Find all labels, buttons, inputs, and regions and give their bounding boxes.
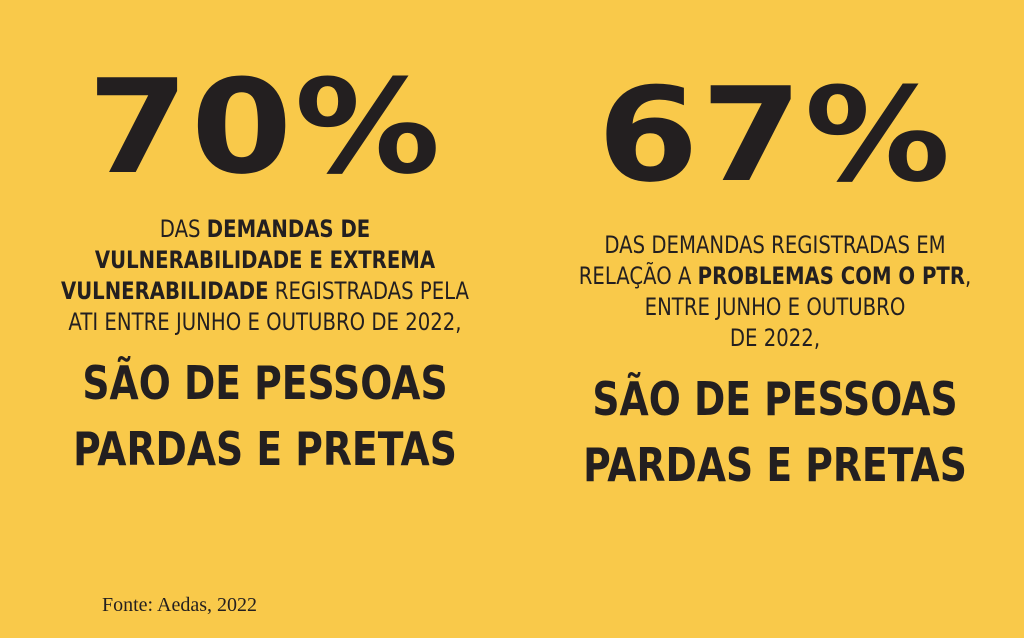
right-desc-text-5: DE 2022, (729, 324, 821, 352)
right-desc-bold-1: PROBLEMAS COM O PTR (697, 262, 966, 290)
right-desc-text-3: , (965, 262, 972, 290)
left-desc-bold-1: DEMANDAS DE (206, 215, 371, 243)
right-desc-text-2: RELAÇÃO A (578, 262, 698, 290)
left-desc-bold-3: VULNERABILIDADE (60, 277, 269, 305)
right-headline-line-1: SÃO DE PESSOAS (592, 372, 958, 426)
right-description: DAS DEMANDAS REGISTRADAS EM RELAÇÃO A PR… (545, 230, 1004, 354)
left-percent: 70% (87, 51, 443, 203)
left-headline-line-2: PARDAS E PRETAS (73, 422, 457, 476)
left-desc-text-1: DAS (159, 215, 207, 243)
right-stat-block: 67% DAS DEMANDAS REGISTRADAS EM RELAÇÃO … (540, 70, 1010, 498)
source-caption: Fonte: Aedas, 2022 (102, 594, 257, 616)
right-desc-text-4: ENTRE JUNHO E OUTUBRO (644, 293, 906, 321)
left-headline: SÃO DE PESSOAS PARDAS E PRETAS (35, 350, 494, 482)
right-headline: SÃO DE PESSOAS PARDAS E PRETAS (545, 366, 1004, 498)
right-headline-line-2: PARDAS E PRETAS (583, 438, 967, 492)
right-percent: 67% (597, 59, 953, 211)
left-headline-line-1: SÃO DE PESSOAS (82, 356, 448, 410)
left-description: DAS DEMANDAS DE VULNERABILIDADE E EXTREM… (35, 214, 494, 338)
left-desc-text-2: REGISTRADAS PELA (268, 277, 470, 305)
left-desc-text-3: ATI ENTRE JUNHO E OUTUBRO DE 2022, (68, 308, 462, 336)
left-desc-bold-2: VULNERABILIDADE E EXTREMA (94, 246, 436, 274)
left-stat-block: 70% DAS DEMANDAS DE VULNERABILIDADE E EX… (30, 62, 500, 482)
right-desc-text-1: DAS DEMANDAS REGISTRADAS EM (604, 231, 946, 259)
